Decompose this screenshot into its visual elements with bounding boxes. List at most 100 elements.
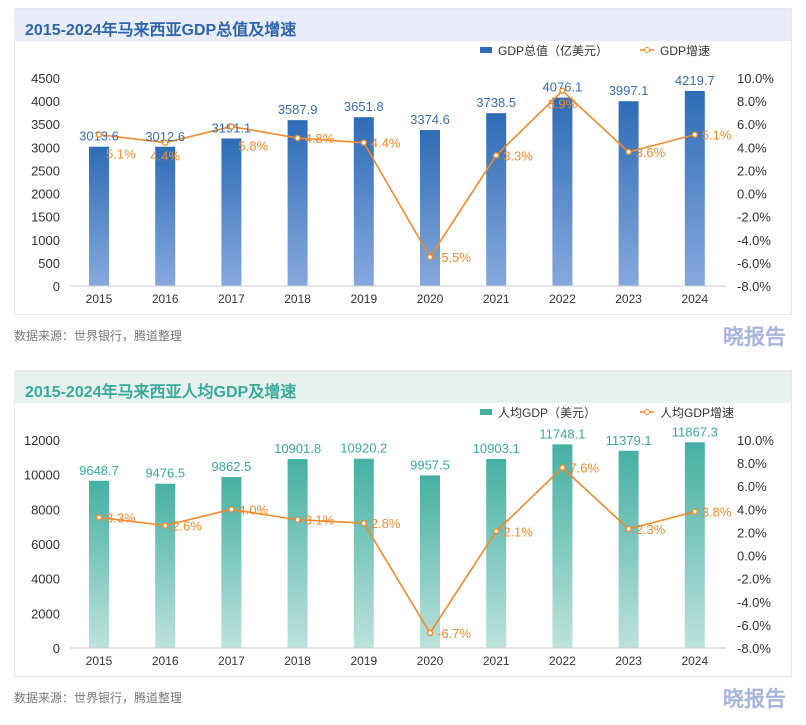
right-axis-tick: -4.0% (737, 233, 771, 248)
x-axis-tick: 2016 (152, 292, 179, 306)
legend-bar-swatch (480, 409, 492, 415)
left-axis-tick: 12000 (24, 433, 60, 448)
bar (684, 442, 705, 648)
x-axis-tick: 2021 (483, 654, 510, 668)
bar (618, 101, 639, 287)
growth-point (294, 134, 301, 142)
growth-value-label: 2.6% (172, 519, 202, 534)
growth-value-label: -6.7% (437, 626, 471, 641)
x-axis-tick: 2020 (417, 654, 444, 668)
right-axis-tick: -8.0% (737, 279, 771, 294)
bar-value-label: 9957.5 (410, 457, 450, 472)
bar (486, 459, 507, 648)
growth-point (493, 528, 500, 535)
watermark-logo: 晓报告 (723, 326, 786, 349)
right-axis-tick: 4.0% (737, 140, 767, 155)
x-axis-tick: 2022 (549, 292, 576, 306)
x-axis-tick: 2016 (152, 654, 179, 668)
left-axis-tick: 8000 (31, 502, 60, 517)
growth-value-label: 2.1% (503, 524, 533, 539)
source-note: 数据来源：世界银行，腾道整理 (14, 691, 183, 705)
x-axis-tick: 2020 (417, 292, 444, 306)
growth-value-label: 3.1% (305, 513, 335, 528)
growth-point (559, 464, 566, 471)
bar (618, 450, 639, 648)
growth-point (360, 519, 367, 527)
growth-value-label: 5.8% (238, 139, 268, 154)
right-axis-tick: 6.0% (737, 117, 767, 132)
growth-value-label: 4.0% (238, 502, 268, 517)
legend-bar-swatch (480, 47, 492, 53)
left-axis-tick: 4000 (31, 94, 60, 109)
legend-bar-label: 人均GDP（美元） (498, 406, 596, 420)
growth-value-label: 3.6% (636, 145, 666, 160)
growth-point (691, 131, 698, 138)
left-axis-tick: 2000 (31, 187, 60, 202)
growth-value-label: 8.9% (548, 97, 578, 112)
gdp-chart-block: 2015-2024年马来西亚GDP总值及增速 0 500 1000 1500 2000 2… (0, 0, 806, 362)
x-axis-tick: 2019 (350, 292, 377, 306)
bar (353, 458, 374, 648)
right-axis-tick: 6.0% (737, 479, 767, 494)
bar-value-label: 10920.2 (340, 441, 387, 456)
right-axis-tick: -8.0% (737, 641, 771, 656)
bar-value-label: 4076.1 (543, 80, 583, 95)
x-axis-tick: 2019 (350, 654, 377, 668)
bar (552, 97, 573, 286)
bar-value-label: 10903.1 (473, 441, 520, 456)
x-axis-tick: 2018 (284, 654, 311, 668)
growth-point (228, 123, 235, 130)
bar (155, 146, 176, 286)
x-axis-tick: 2015 (86, 292, 113, 306)
x-axis-tick: 2024 (681, 654, 708, 668)
right-axis-tick: 8.0% (737, 456, 767, 471)
growth-value-label: 2.8% (371, 516, 401, 531)
x-axis-tick: 2017 (218, 292, 245, 306)
left-axis-tick: 0 (53, 641, 60, 656)
bar (221, 477, 242, 648)
growth-point (228, 506, 235, 513)
bar-value-label: 9476.5 (145, 466, 185, 481)
bar-value-label: 3997.1 (609, 83, 649, 98)
x-axis-tick: 2021 (483, 292, 510, 306)
title-bar: 2015-2024年马来西亚人均GDP及增速 (15, 371, 791, 403)
chart-title: 2015-2024年马来西亚GDP总值及增速 (25, 22, 297, 39)
growth-point (625, 525, 632, 533)
left-axis-tick: 500 (38, 256, 60, 271)
growth-point (95, 514, 103, 521)
right-axis-tick: 2.0% (737, 163, 767, 178)
bar-value-label: 3738.5 (476, 95, 516, 110)
growth-value-label: 4.8% (305, 131, 335, 146)
growth-value-label: 4.4% (150, 149, 180, 164)
x-axis-tick: 2015 (86, 654, 113, 668)
bar (155, 483, 176, 648)
bar (287, 120, 308, 286)
right-axis-tick: 10.0% (737, 433, 774, 448)
chart-panel: 2015-2024年马来西亚GDP总值及增速 (14, 8, 792, 315)
growth-point (294, 516, 301, 523)
growth-line (98, 466, 696, 635)
x-axis-tick: 2018 (284, 292, 311, 306)
left-axis-tick: 1500 (31, 210, 60, 225)
bar-value-label: 3374.6 (410, 112, 450, 127)
bar (420, 475, 440, 648)
right-axis-tick: -2.0% (737, 572, 771, 587)
growth-value-label: 3.8% (702, 505, 732, 520)
right-axis-tick: -4.0% (737, 595, 771, 610)
x-axis-tick: 2022 (549, 654, 576, 668)
left-axis-tick: 3500 (31, 117, 60, 132)
growth-point (95, 131, 103, 138)
right-axis-tick: 10.0% (737, 71, 774, 86)
gdp-chart: 0 500 1000 1500 2000 2500 3000 3500 4000 4500 -8.0… (31, 43, 774, 306)
growth-point (559, 87, 566, 94)
growth-value-label: 3.3% (503, 148, 533, 163)
x-axis-tick: 2017 (218, 654, 245, 668)
growth-line (98, 89, 696, 259)
legend-line-label: GDP增速 (660, 44, 710, 58)
bar-value-label: 3012.6 (145, 129, 185, 144)
growth-value-label: 2.3% (636, 522, 666, 537)
legend-bar-label: GDP总值（亿美元） (498, 43, 608, 58)
growth-point (360, 139, 367, 146)
right-axis-tick: 0.0% (737, 549, 767, 564)
